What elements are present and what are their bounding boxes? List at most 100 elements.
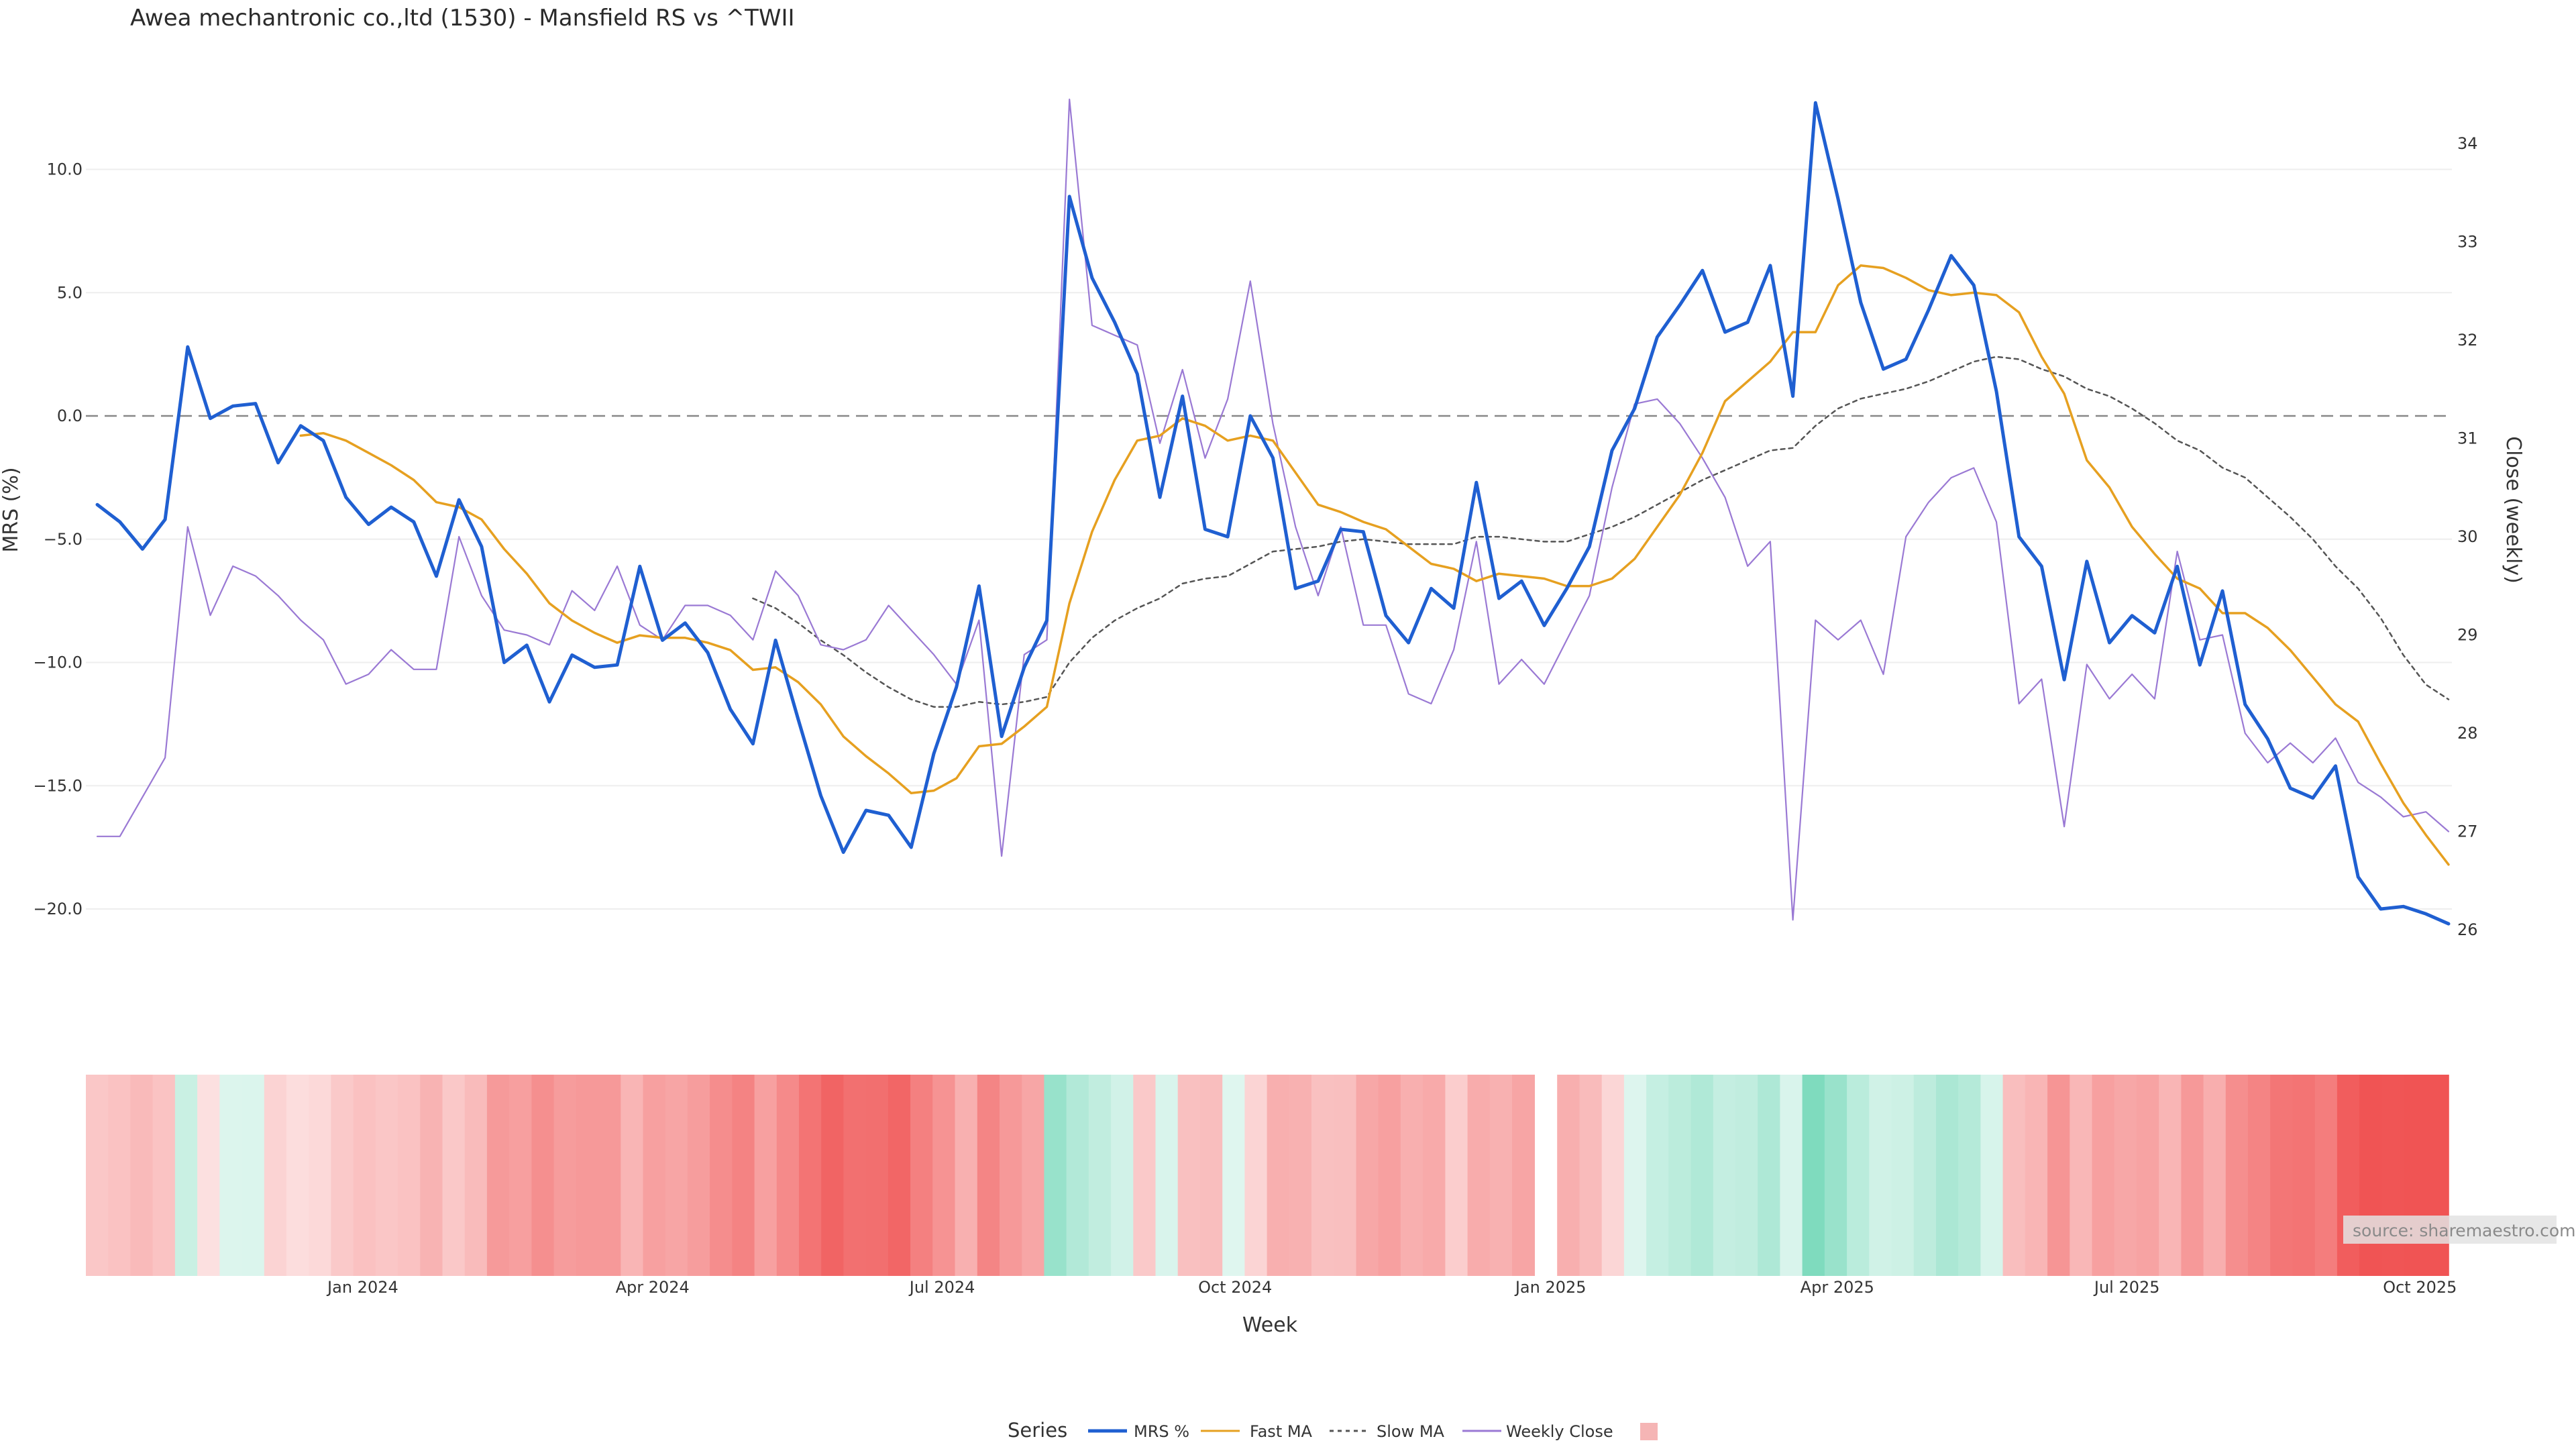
y2-tick-label: 28 [2457, 724, 2478, 743]
heatmap-cell [1780, 1075, 1803, 1276]
grid-lines [86, 168, 2452, 910]
heatmap-cell [1356, 1075, 1379, 1276]
heatmap-cell [553, 1075, 577, 1276]
x-tick-label: Oct 2025 [2383, 1278, 2457, 1297]
heatmap-cell [1913, 1075, 1937, 1276]
heatmap-cell [732, 1075, 755, 1276]
heatmap-cell [1891, 1075, 1915, 1276]
y2-tick-label: 27 [2457, 822, 2478, 841]
heatmap-cell [1311, 1075, 1334, 1276]
heatmap-cell [2314, 1075, 2338, 1276]
legend-label: MRS % [1134, 1422, 1189, 1441]
y-tick-label: 0.0 [57, 407, 83, 425]
heatmap-cell [1601, 1075, 1625, 1276]
heatmap-cell [1400, 1075, 1424, 1276]
heatmap-cell [1111, 1075, 1134, 1276]
y-axis-left-title: MRS (%) [0, 467, 23, 552]
mrs-heatmap-strip [86, 1075, 2449, 1276]
heatmap-cell [665, 1075, 688, 1276]
x-axis-ticks: Jan 2024 Apr 2024 Jul 2024 Oct 2024 Jan 2025… [326, 1278, 2457, 1297]
watermark: source: sharemaestro.com [2343, 1216, 2576, 1244]
heatmap-cell [1802, 1075, 1825, 1276]
y2-tick-label: 34 [2457, 134, 2478, 153]
legend-label: Weekly Close [1506, 1422, 1613, 1441]
heatmap-cell [1847, 1075, 1870, 1276]
heatmap-cell [1824, 1075, 1847, 1276]
heatmap-cell [932, 1075, 956, 1276]
x-tick-label: Apr 2024 [616, 1278, 690, 1297]
heatmap-cell [2404, 1075, 2427, 1276]
heatmap-cell [375, 1075, 398, 1276]
heatmap-cell [1222, 1075, 1246, 1276]
heatmap-cell [1690, 1075, 1714, 1276]
heatmap-cell [1267, 1075, 1290, 1276]
y2-tick-label: 30 [2457, 527, 2478, 546]
heatmap-cell [531, 1075, 555, 1276]
heatmap-cell [464, 1075, 488, 1276]
heatmap-cell [710, 1075, 733, 1276]
chart-title: Awea mechantronic co.,ltd (1530) - Mansf… [130, 5, 795, 32]
heatmap-cell [197, 1075, 221, 1276]
heatmap-cell [1869, 1075, 1892, 1276]
heatmap-cell [2359, 1075, 2383, 1276]
heatmap-cell [486, 1075, 510, 1276]
heatmap-cell [2337, 1075, 2360, 1276]
y-tick-label: −10.0 [33, 653, 83, 672]
x-tick-label: Apr 2025 [1801, 1278, 1874, 1297]
heatmap-cell [1646, 1075, 1670, 1276]
watermark-text: source: sharemaestro.com [2353, 1221, 2576, 1240]
heatmap-cell [420, 1075, 443, 1276]
heatmap-cell [2002, 1075, 2026, 1276]
heatmap-cell [1958, 1075, 1982, 1276]
legend-item: Slow MA [1330, 1422, 1445, 1441]
heatmap-cell [286, 1075, 309, 1276]
legend-item: Fast MA [1201, 1422, 1313, 1441]
series-line-slow-ma [752, 356, 2450, 708]
heatmap-cell [1155, 1075, 1179, 1276]
y-axis-left-ticks: 10.0 5.0 0.0 −5.0 −10.0 −15.0 −20.0 [33, 160, 83, 919]
heatmap-cell [152, 1075, 176, 1276]
series-line-weekly-close [96, 99, 2450, 921]
heatmap-cell [1044, 1075, 1067, 1276]
heatmap-cell [1177, 1075, 1201, 1276]
x-tick-label: Jan 2025 [1514, 1278, 1587, 1297]
heatmap-cell [687, 1075, 710, 1276]
y2-tick-label: 29 [2457, 626, 2478, 645]
heatmap-cell [1713, 1075, 1736, 1276]
x-tick-label: Jul 2024 [908, 1278, 975, 1297]
heatmap-cell [977, 1075, 1000, 1276]
heatmap-cell [1378, 1075, 1401, 1276]
legend-swatch [1640, 1423, 1658, 1440]
heatmap-cell [2225, 1075, 2249, 1276]
y2-tick-label: 31 [2457, 429, 2478, 448]
legend-item [1640, 1423, 1658, 1440]
heatmap-cell [2159, 1075, 2182, 1276]
heatmap-cell [2381, 1075, 2405, 1276]
heatmap-cell [331, 1075, 354, 1276]
heatmap-cell [598, 1075, 621, 1276]
y2-tick-label: 33 [2457, 233, 2478, 252]
heatmap-cell [241, 1075, 265, 1276]
heatmap-cell [2025, 1075, 2048, 1276]
y-tick-label: −15.0 [33, 776, 83, 795]
heatmap-cell [1289, 1075, 1312, 1276]
heatmap-cell [1088, 1075, 1112, 1276]
heatmap-cell [1022, 1075, 1045, 1276]
heatmap-cell [2114, 1075, 2137, 1276]
y2-tick-label: 32 [2457, 331, 2478, 350]
heatmap-cell [1133, 1075, 1157, 1276]
x-tick-label: Jul 2025 [2093, 1278, 2160, 1297]
heatmap-cell [1334, 1075, 1357, 1276]
heatmap-cell [2292, 1075, 2316, 1276]
heatmap-cell [1936, 1075, 1959, 1276]
heatmap-cell [353, 1075, 376, 1276]
legend-label: Fast MA [1250, 1422, 1313, 1441]
heatmap-cell [776, 1075, 800, 1276]
legend-title: Series [1008, 1419, 1067, 1442]
heatmap-cell [1489, 1075, 1513, 1276]
heatmap-cell [1668, 1075, 1692, 1276]
heatmap-cell [86, 1075, 109, 1276]
heatmap-cell [2047, 1075, 2071, 1276]
legend-item: MRS % [1088, 1422, 1189, 1441]
